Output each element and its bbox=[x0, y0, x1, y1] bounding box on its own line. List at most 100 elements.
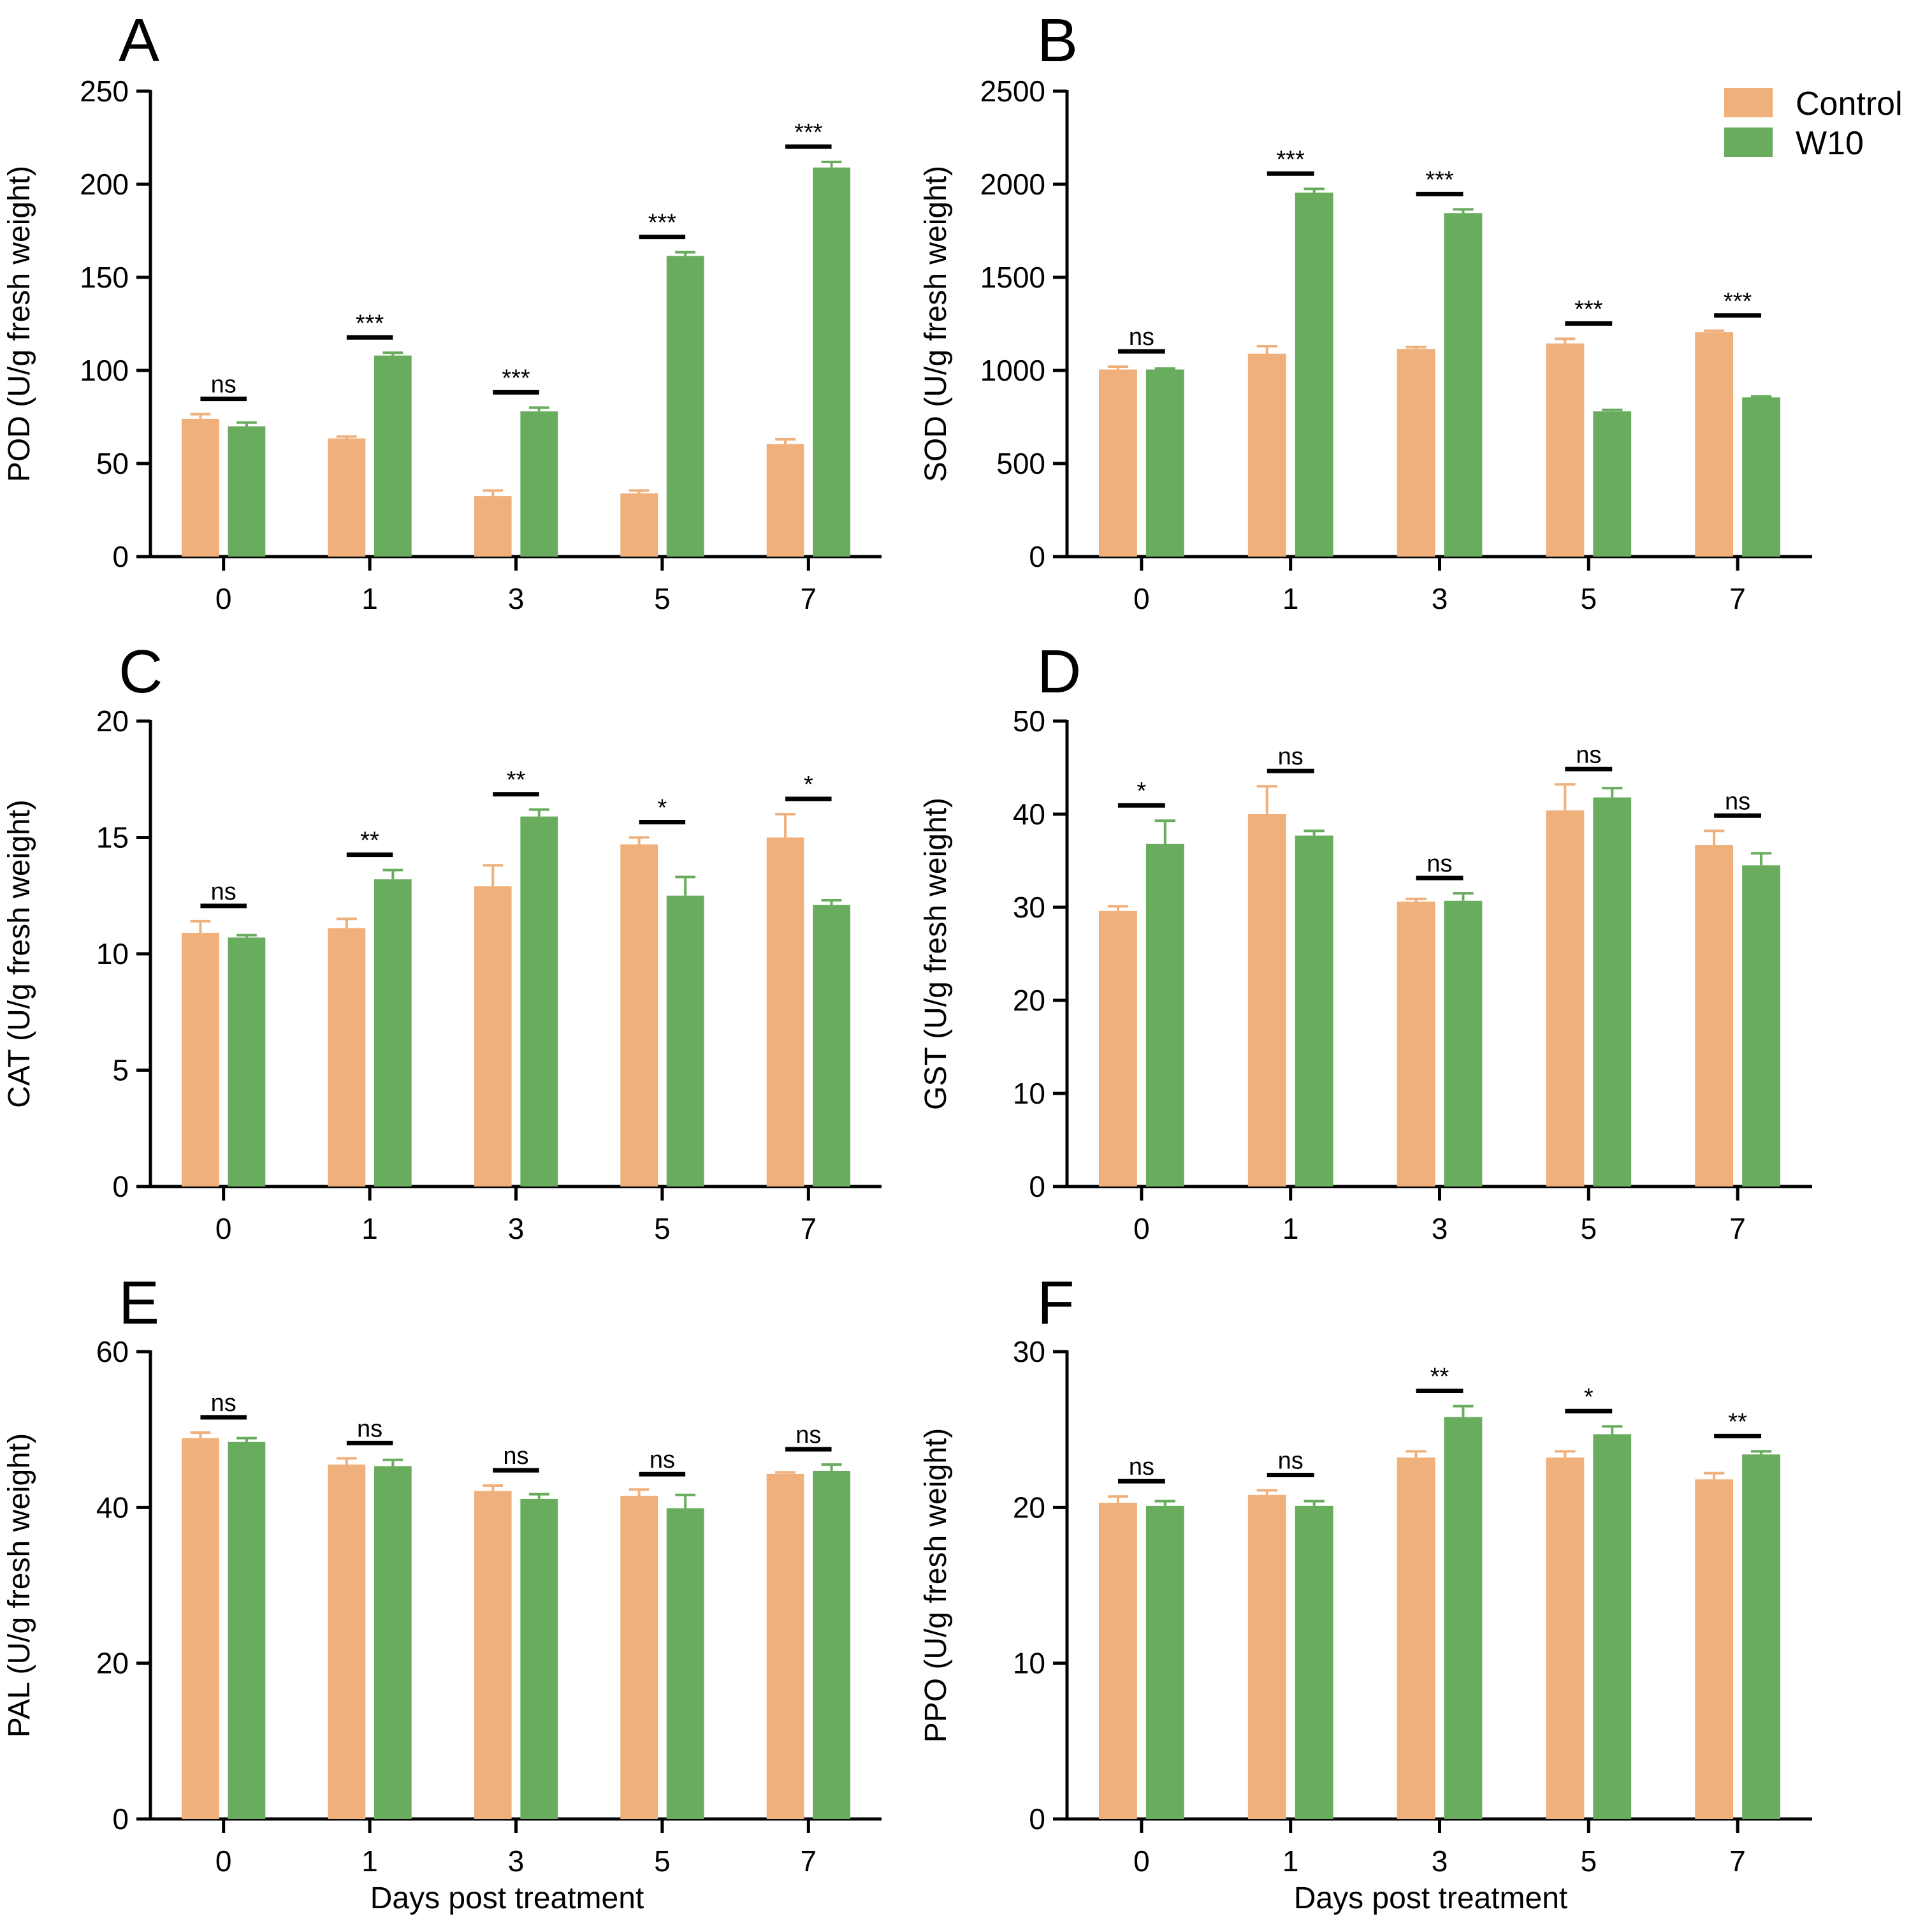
x-axis-title: Days post treatment bbox=[1294, 1881, 1568, 1915]
bar-w10 bbox=[813, 905, 850, 1187]
y-tick-label: 0 bbox=[1029, 540, 1045, 573]
significance-label: ns bbox=[1278, 1447, 1304, 1474]
x-tick-label: 5 bbox=[1581, 582, 1597, 615]
bar-control bbox=[328, 1464, 366, 1819]
significance-label: *** bbox=[356, 310, 384, 337]
bar-w10 bbox=[813, 167, 850, 557]
bar-control bbox=[182, 418, 219, 557]
y-axis-title: GST (U/g fresh weight) bbox=[919, 798, 953, 1110]
y-tick-label: 2500 bbox=[980, 75, 1045, 108]
y-tick-label: 10 bbox=[1013, 1077, 1045, 1110]
bar-w10 bbox=[666, 895, 704, 1187]
panel-letter: D bbox=[1037, 638, 1081, 706]
y-tick-label: 0 bbox=[1029, 1170, 1045, 1203]
y-tick-label: 0 bbox=[112, 1802, 129, 1836]
significance-label: *** bbox=[502, 365, 530, 391]
y-axis-title: SOD (U/g fresh weight) bbox=[919, 166, 953, 482]
y-tick-label: 0 bbox=[1029, 1802, 1045, 1836]
bar-control bbox=[1397, 902, 1435, 1187]
significance-label: ns bbox=[357, 1415, 382, 1442]
x-tick-label: 1 bbox=[1282, 1844, 1299, 1878]
bar-control bbox=[1099, 910, 1137, 1187]
bar-w10 bbox=[1593, 411, 1632, 557]
significance-label: ns bbox=[1129, 1454, 1154, 1480]
y-tick-label: 20 bbox=[96, 1647, 129, 1680]
x-tick-label: 5 bbox=[1581, 1844, 1597, 1878]
significance-label: * bbox=[658, 795, 667, 822]
significance-label: ns bbox=[1576, 741, 1601, 768]
bar-control bbox=[182, 1438, 219, 1819]
x-tick-label: 7 bbox=[1729, 1844, 1746, 1878]
bar-w10 bbox=[228, 937, 266, 1187]
x-tick-label: 5 bbox=[654, 582, 671, 615]
significance-label: ns bbox=[1725, 788, 1750, 815]
bar-w10 bbox=[1295, 193, 1333, 557]
y-tick-label: 50 bbox=[96, 447, 129, 480]
bar-control bbox=[620, 844, 658, 1187]
bar-control bbox=[620, 493, 658, 557]
y-tick-label: 250 bbox=[80, 75, 129, 108]
y-tick-label: 20 bbox=[1013, 1491, 1045, 1524]
significance-label: ns bbox=[1427, 851, 1452, 877]
bar-w10 bbox=[1444, 1417, 1483, 1819]
panel-letter: A bbox=[119, 6, 159, 75]
significance-label: ns bbox=[211, 879, 236, 905]
panel-letter: B bbox=[1037, 6, 1078, 75]
x-tick-label: 1 bbox=[361, 1212, 378, 1245]
bar-w10 bbox=[1742, 865, 1780, 1187]
y-tick-label: 0 bbox=[112, 1170, 129, 1203]
bar-control bbox=[474, 1491, 512, 1819]
y-tick-label: 40 bbox=[96, 1491, 129, 1524]
x-tick-label: 1 bbox=[361, 582, 378, 615]
bar-control bbox=[766, 1473, 804, 1819]
panel-d: D 0 10 20 30 40 50 GST (U/g fresh weight) 0 * 1 ns 3… bbox=[919, 638, 1812, 1245]
x-tick-label: 7 bbox=[1729, 1212, 1746, 1245]
bar-control bbox=[328, 438, 366, 557]
panel-letter: E bbox=[119, 1269, 159, 1337]
bar-control bbox=[474, 496, 512, 557]
significance-label: *** bbox=[1277, 146, 1305, 173]
bar-control bbox=[766, 444, 804, 557]
panel-e: E 0 20 40 60 PAL (U/g fresh weight) Days post … bbox=[3, 1269, 882, 1915]
bar-control bbox=[1695, 332, 1734, 557]
bar-w10 bbox=[1145, 844, 1184, 1187]
significance-label: ** bbox=[360, 828, 379, 854]
significance-label: ns bbox=[211, 1390, 236, 1417]
y-tick-label: 0 bbox=[112, 540, 129, 573]
x-tick-label: 5 bbox=[1581, 1212, 1597, 1245]
y-tick-label: 500 bbox=[996, 447, 1045, 480]
x-tick-label: 5 bbox=[654, 1844, 671, 1878]
x-tick-label: 0 bbox=[1133, 1844, 1150, 1878]
x-tick-label: 7 bbox=[801, 1844, 817, 1878]
y-tick-label: 30 bbox=[1013, 1335, 1045, 1368]
bar-w10 bbox=[666, 1508, 704, 1819]
y-tick-label: 10 bbox=[1013, 1647, 1045, 1680]
significance-label: ns bbox=[211, 372, 236, 398]
panel-a: A 0 50 100 150 200 250 POD (U/g fresh weight) 0 n… bbox=[3, 6, 882, 615]
y-tick-label: 1000 bbox=[980, 354, 1045, 387]
bar-w10 bbox=[1593, 797, 1632, 1187]
significance-label: * bbox=[1584, 1384, 1594, 1410]
x-tick-label: 1 bbox=[1282, 1212, 1299, 1245]
x-tick-label: 3 bbox=[1432, 1212, 1448, 1245]
x-tick-label: 1 bbox=[361, 1844, 378, 1878]
significance-label: *** bbox=[648, 210, 677, 237]
significance-label: ** bbox=[507, 767, 526, 794]
panel-letter: C bbox=[119, 638, 163, 706]
bar-w10 bbox=[374, 1466, 412, 1819]
x-tick-label: 3 bbox=[508, 1212, 525, 1245]
x-tick-label: 7 bbox=[801, 582, 817, 615]
x-tick-label: 0 bbox=[215, 582, 232, 615]
significance-label: ** bbox=[1728, 1408, 1747, 1435]
bar-w10 bbox=[1742, 397, 1780, 557]
bar-control bbox=[1695, 845, 1734, 1187]
x-tick-label: 1 bbox=[1282, 582, 1299, 615]
bar-control bbox=[1546, 810, 1585, 1187]
bar-control bbox=[1546, 1457, 1585, 1819]
x-tick-label: 7 bbox=[1729, 582, 1746, 615]
y-tick-label: 10 bbox=[96, 937, 129, 970]
bar-w10 bbox=[1295, 1505, 1333, 1819]
bar-control bbox=[1397, 349, 1435, 557]
